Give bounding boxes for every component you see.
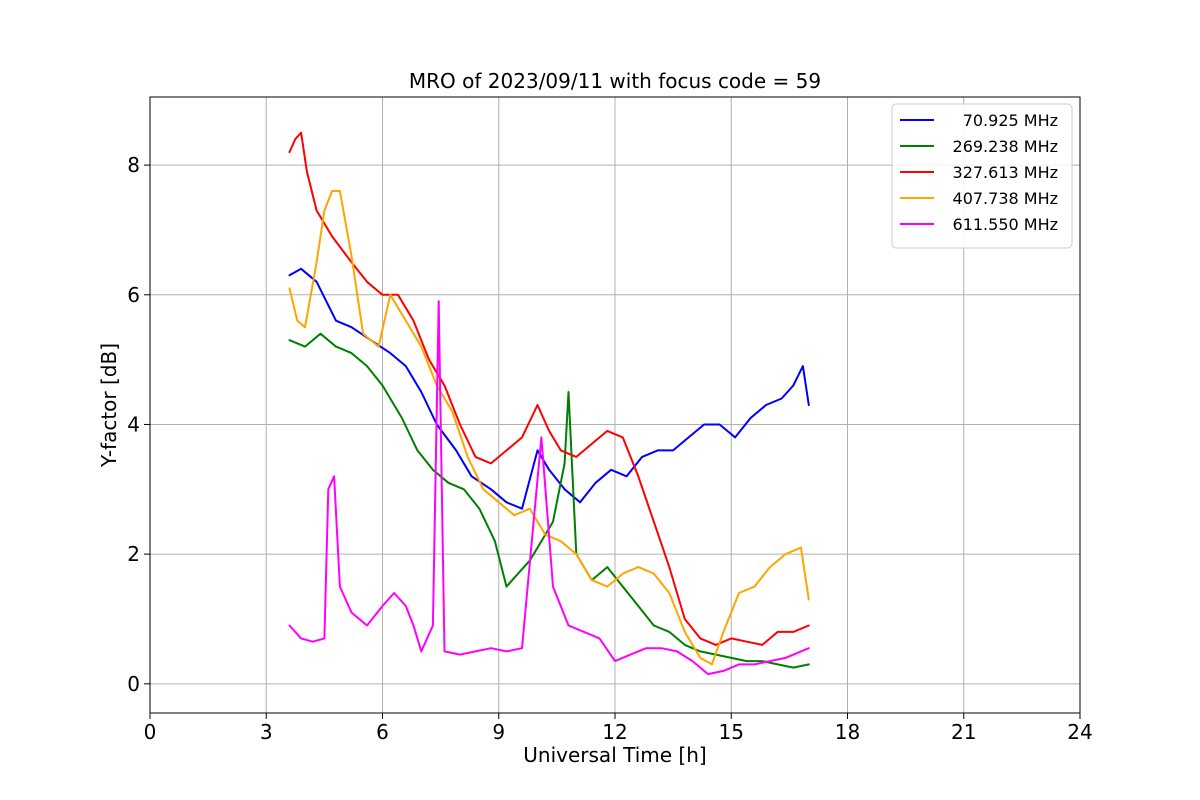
x-tick-label: 24 <box>1067 720 1092 744</box>
series-line-3 <box>288 190 810 666</box>
legend-label-3: 407.738 MHz <box>953 189 1058 208</box>
legend-label-0: 70.925 MHz <box>963 111 1058 130</box>
x-tick-label: 21 <box>951 720 976 744</box>
x-tick-label: 12 <box>602 720 627 744</box>
legend: 70.925 MHz 269.238 MHz 327.613 MHz 407.738 … <box>891 103 1073 249</box>
legend-label-1: 269.238 MHz <box>953 137 1058 156</box>
y-tick-label: 8 <box>127 153 140 177</box>
series-line-4 <box>288 300 810 676</box>
legend-label-4: 611.550 MHz <box>953 215 1058 234</box>
x-tick-label: 6 <box>376 720 389 744</box>
x-tick-label: 15 <box>719 720 744 744</box>
series-group <box>288 131 810 676</box>
series-line-0 <box>288 267 810 510</box>
x-tick-label: 9 <box>492 720 505 744</box>
x-tick-label: 18 <box>835 720 860 744</box>
x-tick-label: 3 <box>260 720 273 744</box>
x-axis-label: Universal Time [h] <box>523 743 706 767</box>
y-tick-label: 6 <box>127 283 140 307</box>
y-axis-label: Y-factor [dB] <box>97 343 121 468</box>
legend-box <box>891 103 1073 249</box>
legend-label-2: 327.613 MHz <box>953 163 1058 182</box>
y-tick-label: 4 <box>127 412 140 436</box>
y-tick-label: 2 <box>127 542 140 566</box>
y-tick-label: 0 <box>127 672 140 696</box>
chart-title: MRO of 2023/09/11 with focus code = 59 <box>409 69 821 93</box>
x-tick-label: 0 <box>144 720 157 744</box>
